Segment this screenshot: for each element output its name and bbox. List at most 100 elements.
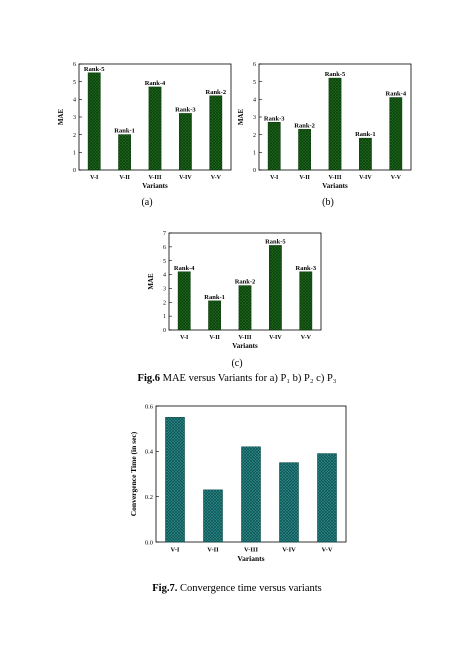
bar xyxy=(177,271,191,331)
x-tick-label: V-II xyxy=(299,175,310,181)
bar xyxy=(279,462,299,543)
bar-rank-label: Rank-4 xyxy=(174,265,195,272)
bar xyxy=(203,489,223,543)
x-tick-label: V-III xyxy=(149,175,163,181)
y-tick-label: 0 xyxy=(163,328,166,334)
x-tick-label: V-V xyxy=(321,547,332,554)
y-tick-label: 6 xyxy=(163,245,166,251)
bar xyxy=(148,86,162,171)
y-tick-label: 6 xyxy=(253,62,256,68)
x-tick-label: V-II xyxy=(207,547,219,554)
y-tick-label: 5 xyxy=(73,80,76,86)
x-tick-label: V-I xyxy=(270,175,279,181)
bar-rank-label: Rank-1 xyxy=(204,294,225,301)
mae-chart-p2: 0 1 2 3 4 5 6 V-I Rank-3 V-II Rank-2 V-III Rank-5 V-I… xyxy=(237,62,412,190)
bar-rank-label: Rank-4 xyxy=(145,80,166,87)
panel-label-c: (c) xyxy=(231,358,243,369)
y-tick-label: 2 xyxy=(253,133,256,139)
y-tick-label: 7 xyxy=(163,231,166,237)
x-tick-label: V-IV xyxy=(282,547,296,554)
bar xyxy=(269,245,282,331)
y-tick-label: 2 xyxy=(73,133,76,139)
bar xyxy=(208,300,221,331)
y-tick-label: 3 xyxy=(163,287,166,293)
bar xyxy=(317,453,337,543)
x-tick-label: V-II xyxy=(119,175,130,181)
bar-rank-label: Rank-1 xyxy=(114,128,135,135)
convergence-time-chart: 0.0 0.2 0.4 0.6 V-I V-II V-III V-IV V-V Variants C… xyxy=(129,403,347,563)
bar-rank-label: Rank-1 xyxy=(355,131,376,138)
x-axis-label: Variants xyxy=(142,182,168,190)
bar xyxy=(165,417,185,543)
y-tick-label: 4 xyxy=(163,273,166,279)
fig6-caption-text: MAE versus Variants for a) P₁ b) P₂ c) P… xyxy=(160,373,337,384)
mae-chart-p1: 0 1 2 3 4 5 6 V-I Rank-5 V-II Rank-1 V-III Rank-4 V-I… xyxy=(57,62,232,190)
y-tick-label: 1 xyxy=(253,150,256,156)
bar xyxy=(299,271,313,331)
y-tick-label: 1 xyxy=(73,150,76,156)
x-axis-label: Variants xyxy=(232,342,258,350)
x-tick-label: V-III xyxy=(239,335,253,341)
bar-rank-label: Rank-3 xyxy=(264,115,285,122)
bar xyxy=(298,129,311,171)
y-tick-label: 4 xyxy=(253,97,256,103)
y-tick-label: 5 xyxy=(253,80,256,86)
y-axis-label: Convergence Time (in sec) xyxy=(129,431,138,516)
bar-rank-label: Rank-2 xyxy=(235,279,256,286)
bar xyxy=(267,122,281,171)
bar xyxy=(118,134,131,171)
y-tick-label: 5 xyxy=(163,259,166,265)
bar xyxy=(179,113,192,171)
bar xyxy=(389,97,403,171)
x-tick-label: V-III xyxy=(329,175,343,181)
x-tick-label: V-I xyxy=(171,547,180,554)
x-tick-label: V-V xyxy=(211,175,222,181)
y-tick-label: 0 xyxy=(253,168,256,174)
panel-label-a: (a) xyxy=(141,197,153,208)
bar xyxy=(209,95,223,171)
bar-rank-label: Rank-4 xyxy=(386,91,407,98)
y-tick-label: 0.4 xyxy=(145,449,154,456)
x-tick-label: V-I xyxy=(90,175,99,181)
x-tick-label: V-V xyxy=(391,175,402,181)
x-tick-label: V-II xyxy=(209,335,220,341)
x-tick-label: V-IV xyxy=(359,175,372,181)
x-tick-label: V-III xyxy=(244,547,258,554)
y-tick-label: 0.0 xyxy=(145,539,153,546)
y-tick-label: 1 xyxy=(163,314,166,320)
fig6-caption: Fig.6 MAE versus Variants for a) P₁ b) P… xyxy=(0,373,474,384)
y-axis-label: MAE xyxy=(147,273,155,290)
x-axis-label: Variants xyxy=(237,554,264,563)
y-tick-label: 3 xyxy=(73,115,76,121)
bar-rank-label: Rank-5 xyxy=(325,71,346,78)
bar-rank-label: Rank-3 xyxy=(296,265,317,272)
fig7-caption-label: Fig.7. xyxy=(152,583,178,594)
bar-rank-label: Rank-5 xyxy=(265,238,286,245)
bar xyxy=(359,137,372,171)
y-tick-label: 0 xyxy=(73,168,76,174)
bar xyxy=(328,77,342,171)
x-tick-label: V-IV xyxy=(269,335,282,341)
fig7-caption-text: Convergence time versus variants xyxy=(177,583,322,594)
mae-chart-p3: 0 1 2 3 4 5 6 7 V-I Rank-4 V-II Rank-1 V-III Rank-2 V-… xyxy=(147,231,322,350)
x-axis-label: Variants xyxy=(322,182,348,190)
x-tick-label: V-I xyxy=(180,335,189,341)
bar-rank-label: Rank-3 xyxy=(175,106,196,113)
bar xyxy=(87,72,101,171)
y-tick-label: 2 xyxy=(163,300,166,306)
bar-rank-label: Rank-5 xyxy=(84,66,105,73)
y-tick-label: 6 xyxy=(73,62,76,68)
x-tick-label: V-IV xyxy=(179,175,192,181)
bar-rank-label: Rank-2 xyxy=(294,122,315,129)
bar xyxy=(241,446,261,543)
y-axis-label: MAE xyxy=(57,109,65,126)
y-tick-label: 0.2 xyxy=(145,494,153,501)
y-tick-label: 4 xyxy=(73,97,76,103)
fig6-caption-label: Fig.6 xyxy=(137,373,161,384)
y-tick-label: 3 xyxy=(253,115,256,121)
fig7-caption: Fig.7. Convergence time versus variants xyxy=(0,583,474,594)
bar xyxy=(238,285,252,331)
x-tick-label: V-V xyxy=(301,335,312,341)
panel-label-b: (b) xyxy=(322,197,334,208)
y-tick-label: 0.6 xyxy=(145,403,154,410)
